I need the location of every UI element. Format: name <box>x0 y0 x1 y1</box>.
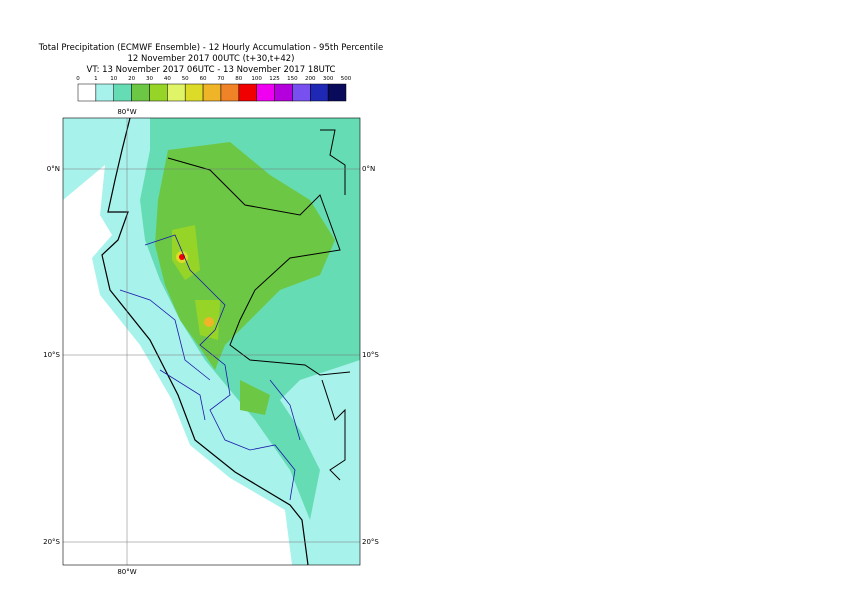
legend-label: 500 <box>341 76 352 82</box>
lat-label: 0°N <box>47 165 60 173</box>
title-line: VT: 13 November 2017 06UTC - 13 November… <box>87 65 336 75</box>
legend-label: 0 <box>76 76 80 82</box>
field-green <box>240 380 270 415</box>
border <box>167 129 351 481</box>
title-line: 12 November 2017 00UTC (t+30,t+42) <box>127 54 294 64</box>
title-line: Total Precipitation (ECMWF Ensemble) - 1… <box>38 43 383 53</box>
field-lime <box>172 225 200 280</box>
legend-swatch <box>202 83 222 102</box>
legend-swatch <box>292 83 311 102</box>
legend-label: 80 <box>235 76 242 82</box>
legend-label: 40 <box>164 76 171 82</box>
coastline <box>101 118 309 565</box>
dry-ocean <box>63 165 292 565</box>
legend-label: 60 <box>200 76 207 82</box>
legend-label: 10 <box>110 76 117 82</box>
lon-label: 80°W <box>117 108 136 116</box>
legend-swatch <box>149 83 168 102</box>
department-border <box>119 234 301 501</box>
legend-label: 20 <box>128 76 135 82</box>
legend-swatch <box>131 83 150 102</box>
legend-swatch <box>220 83 240 102</box>
legend-label: 150 <box>287 76 298 82</box>
legend-label: 300 <box>323 76 334 82</box>
legend-label: 30 <box>146 76 153 82</box>
legend: 0 1 10 20 30 40 50 60 70 80 100 125 150 200 300 500 <box>76 76 352 102</box>
legend-swatch <box>167 83 186 102</box>
lat-label: 10°S <box>43 351 60 359</box>
legend-label: 70 <box>217 76 224 82</box>
legend-swatch <box>238 83 257 102</box>
legend-swatch <box>256 83 275 102</box>
lat-label: 0°N <box>362 165 375 173</box>
legend-swatch <box>113 83 132 102</box>
legend-swatch <box>310 83 329 102</box>
legend-swatch <box>95 83 114 102</box>
hotspot <box>204 317 214 327</box>
legend-label: 100 <box>251 76 262 82</box>
legend-label: 200 <box>305 76 316 82</box>
map-frame <box>62 117 361 566</box>
legend-swatch <box>274 83 293 102</box>
legend-label: 1 <box>94 76 98 82</box>
legend-swatch <box>77 83 97 102</box>
map <box>63 118 360 565</box>
legend-label: 50 <box>182 76 189 82</box>
lon-label: 80°W <box>117 568 136 576</box>
lat-label: 20°S <box>43 538 60 546</box>
legend-swatch <box>327 83 347 102</box>
legend-label: 125 <box>269 76 280 82</box>
legend-swatch <box>184 83 204 102</box>
lat-label: 20°S <box>362 538 379 546</box>
lat-label: 10°S <box>362 351 379 359</box>
